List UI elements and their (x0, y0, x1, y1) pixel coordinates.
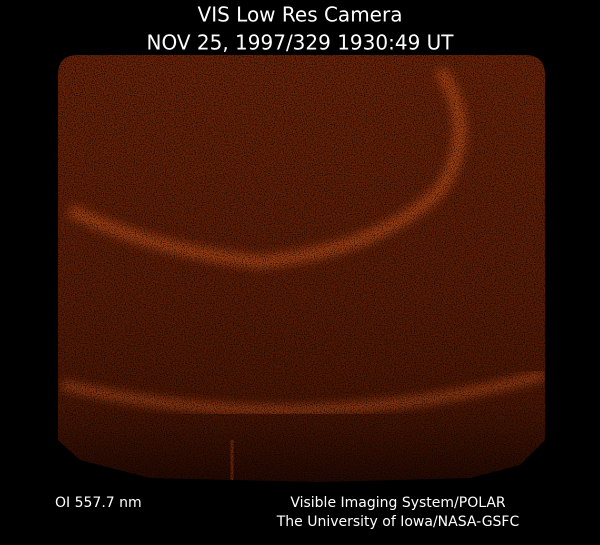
timestamp: NOV 25, 1997/329 1930:49 UT (146, 31, 454, 55)
credit-line: The University of Iowa/NASA-GSFC (276, 514, 520, 530)
camera-image (58, 55, 545, 482)
credit-line: Visible Imaging System/POLAR (290, 495, 506, 511)
image-noise (58, 55, 545, 482)
filter-label: OI 557.7 nm (55, 495, 142, 511)
title: VIS Low Res Camera (198, 3, 403, 27)
